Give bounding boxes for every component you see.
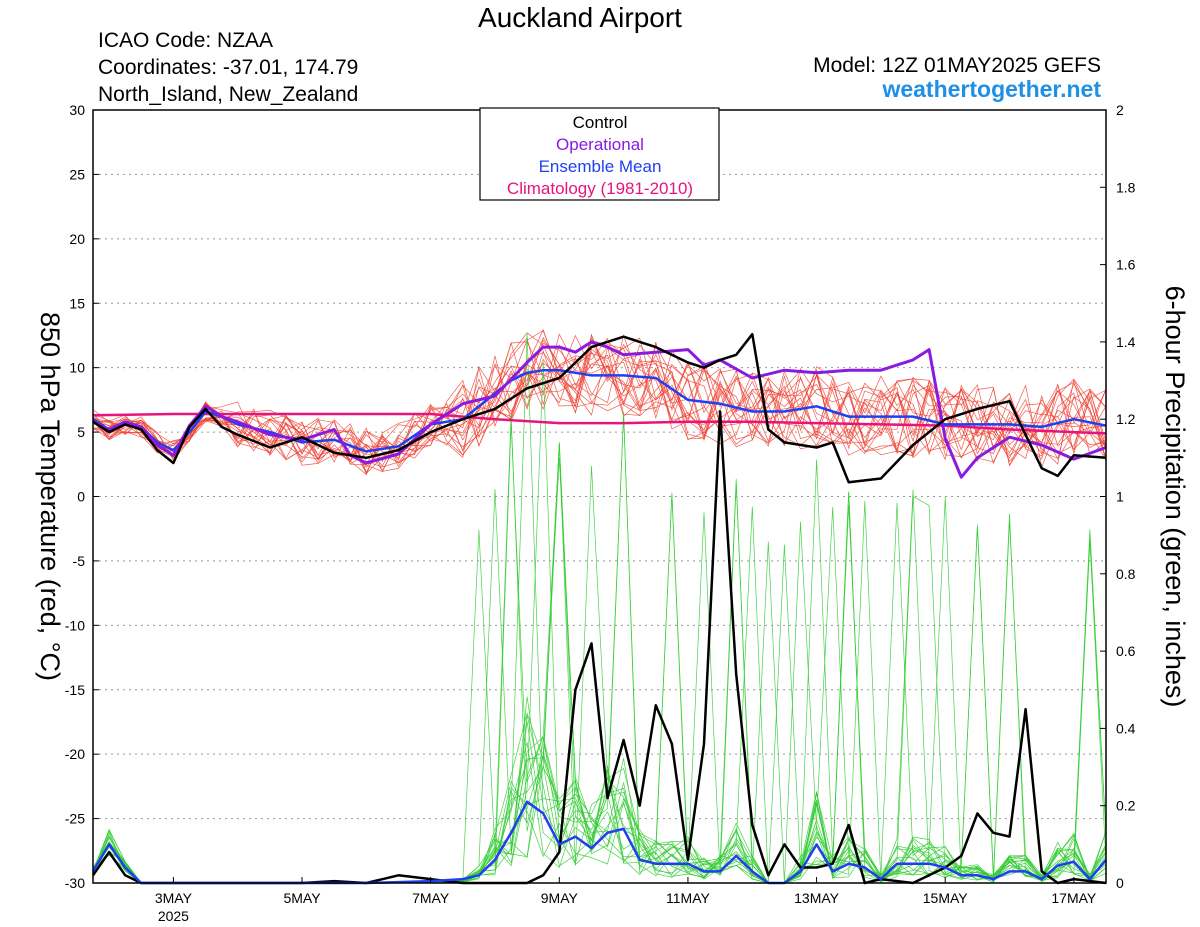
x-tick-label: 13MAY — [794, 890, 840, 906]
y-left-tick-label: 5 — [77, 424, 85, 440]
coordinates: Coordinates: -37.01, 174.79 — [98, 56, 359, 79]
control-precip-line — [91, 410, 1107, 885]
y-right-tick-label: 1.4 — [1116, 334, 1136, 350]
x-tick-label: 7MAY — [412, 890, 450, 906]
temperature-member-line — [92, 334, 1107, 468]
y-right-tick-label: 0.4 — [1116, 720, 1136, 736]
temperature-member-line — [92, 356, 1107, 463]
y-left-tick-label: 10 — [69, 360, 85, 376]
y-right-tick-label: 0.2 — [1116, 798, 1136, 814]
temperature-members — [92, 328, 1107, 476]
precipitation-member-line — [92, 423, 1107, 884]
x-tick-label: 11MAY — [666, 890, 710, 906]
y-left-tick-label: 15 — [69, 295, 85, 311]
y-right-tick-label: 0.6 — [1116, 643, 1136, 659]
ensemble-mean-line — [92, 368, 1107, 453]
precipitation-member-line — [92, 414, 1107, 884]
y-left-tick-label: -5 — [73, 553, 86, 569]
y-right-tick-label: 0 — [1116, 875, 1124, 891]
y-right-tick-label: 0.8 — [1116, 566, 1136, 582]
x-tick-label: 15MAY — [923, 890, 969, 906]
temperature-member-line — [92, 330, 1107, 473]
legend-operational: Operational — [556, 135, 644, 154]
climatology-line — [92, 412, 1107, 435]
region: North_Island, New_Zealand — [98, 83, 359, 106]
precipitation-member-line — [92, 478, 1107, 884]
y-left-tick-label: -15 — [65, 682, 85, 698]
temperature-member-line — [92, 328, 1107, 474]
y-left-tick-label: -20 — [65, 746, 85, 762]
control-line — [92, 332, 1107, 484]
legend-control: Control — [573, 113, 628, 132]
y-right-tick-label: 2 — [1116, 102, 1124, 118]
icao-code: ICAO Code: NZAA — [98, 29, 274, 52]
temperature-member-line — [92, 340, 1107, 472]
temperature-member-line — [92, 339, 1107, 461]
page-title: Auckland Airport — [478, 2, 682, 33]
temperature-member-line — [92, 337, 1107, 472]
legend-ensemble-mean: Ensemble Mean — [539, 157, 662, 176]
operational-line — [92, 340, 1107, 479]
y-right-axis-title: 6-hour Precipitation (green, inches) — [1160, 286, 1190, 708]
legend-climatology: Climatology (1981-2010) — [507, 179, 693, 198]
y-left-tick-label: -30 — [65, 875, 85, 891]
legend: Control Operational Ensemble Mean Climatolo… — [479, 107, 720, 201]
x-tick-label: 3MAY — [155, 890, 193, 906]
y-left-tick-label: -25 — [65, 811, 85, 827]
y-left-tick-label: 20 — [69, 231, 85, 247]
precipitation-member-line — [92, 506, 1107, 884]
y-right-tick-label: 1.8 — [1116, 179, 1136, 195]
precipitation-member-line — [92, 414, 1107, 884]
y-right-tick-label: 1.6 — [1116, 257, 1136, 273]
x-tick-label: 5MAY — [283, 890, 321, 906]
x-tick-label: 9MAY — [541, 890, 579, 906]
y-left-axis-title: 850 hPa Temperature (red, °C) — [35, 312, 65, 681]
ensemble-mean-precip-line — [91, 800, 1107, 885]
site-brand-link[interactable]: weathertogether.net — [882, 76, 1101, 102]
y-left-tick-label: -10 — [65, 617, 85, 633]
y-left-tick-label: 0 — [77, 489, 85, 505]
precipitation-member-line — [92, 412, 1107, 884]
axes: 302520151050-5-10-15-20-25-3021.81.61.41… — [35, 102, 1190, 924]
series-lines — [91, 332, 1107, 885]
y-right-tick-label: 1 — [1116, 489, 1124, 505]
y-right-tick-label: 1.2 — [1116, 411, 1136, 427]
model-run: Model: 12Z 01MAY2025 GEFS — [813, 54, 1101, 77]
y-left-tick-label: 30 — [69, 102, 85, 118]
legend-box — [479, 107, 720, 201]
x-year-label: 2025 — [158, 908, 189, 924]
y-left-tick-label: 25 — [69, 166, 85, 182]
temperature-member-line — [92, 333, 1107, 468]
precipitation-member-line — [92, 491, 1107, 884]
temperature-member-line — [92, 342, 1107, 467]
x-tick-label: 17MAY — [1051, 890, 1097, 906]
